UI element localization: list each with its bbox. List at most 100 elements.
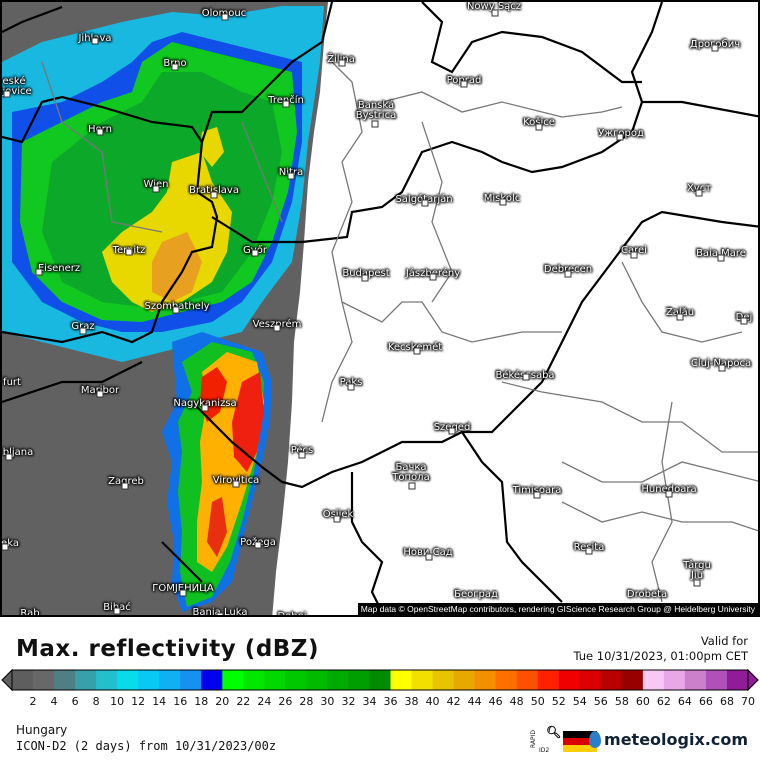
scale-tick-label: 16 — [173, 695, 188, 708]
city-marker — [91, 37, 99, 45]
scale-tick-label: 4 — [50, 695, 58, 708]
scale-segment — [54, 670, 76, 690]
radar-map[interactable]: OlomoucJihlavaeské ějoviceBrnoTrenčínHor… — [0, 0, 760, 617]
scale-tick-label: 62 — [656, 695, 671, 708]
scale-tick-label: 26 — [278, 695, 293, 708]
city-label: Cluj-Napoca — [690, 358, 752, 369]
scale-segment — [432, 670, 455, 690]
scale-tick-label: 28 — [299, 695, 314, 708]
city-label: Doboj — [277, 611, 307, 617]
city-label: Timișoara — [512, 485, 562, 496]
city-marker — [695, 189, 703, 197]
city-label: Zalău — [665, 307, 695, 318]
scale-segment — [243, 670, 265, 690]
drop-logo-icon — [589, 731, 602, 748]
scale-tick-label: 60 — [635, 695, 650, 708]
scale-segment — [537, 670, 560, 690]
scale-tick-label: 42 — [446, 695, 461, 708]
scale-segment — [411, 670, 434, 690]
meteologix-logo[interactable]: meteologix.com — [589, 730, 748, 749]
city-marker — [125, 248, 133, 256]
id2-label: ID2 — [539, 747, 550, 754]
scale-segment — [138, 670, 160, 690]
country-borders — [2, 2, 758, 613]
scale-segment — [180, 670, 202, 690]
scale-segment — [222, 670, 244, 690]
city-marker — [665, 490, 673, 498]
city-marker — [152, 185, 160, 193]
city-marker — [616, 133, 624, 141]
city-label: Rab — [20, 608, 40, 617]
scale-segment — [369, 670, 392, 690]
city-label: eka — [1, 538, 19, 549]
city-label: Wien — [143, 179, 169, 190]
city-label: Debrecen — [543, 264, 593, 275]
valid-time-block: Valid for Tue 10/31/2023, 01:00pm CET — [573, 634, 748, 664]
scale-segment — [348, 670, 370, 690]
scale-tick-label: 46 — [488, 695, 503, 708]
magnifier-icon: 🔍︎ — [546, 725, 562, 739]
scale-tick-label: 54 — [572, 695, 587, 708]
scale-tick-label: 20 — [215, 695, 230, 708]
city-label: Paks — [339, 377, 363, 388]
scale-tick-label: 52 — [551, 695, 566, 708]
scale-segment — [96, 670, 118, 690]
scale-arrow-right — [747, 668, 759, 692]
city-label: Хуст — [686, 183, 712, 194]
city-marker — [273, 324, 281, 332]
scale-segment — [75, 670, 97, 690]
scale-segment — [327, 670, 349, 690]
rapid-id2-logo[interactable]: RAPID ID2 — [530, 730, 560, 756]
city-label: Pécs — [290, 445, 314, 456]
scale-segment — [705, 670, 728, 690]
map-attribution[interactable]: Map data © OpenStreetMap contributors, r… — [357, 603, 758, 615]
city-label: Košice — [523, 117, 555, 128]
scale-segment — [600, 670, 623, 690]
city-marker — [347, 383, 355, 391]
city-marker — [96, 128, 104, 136]
city-marker — [564, 270, 572, 278]
scale-segment — [621, 670, 644, 690]
city-marker — [2, 543, 9, 551]
scale-tick-label: 30 — [320, 695, 335, 708]
scale-segment — [726, 670, 749, 690]
scale-segment — [12, 670, 34, 690]
city-marker — [254, 541, 262, 549]
city-marker — [221, 13, 229, 21]
city-label: Osijek — [322, 509, 354, 520]
city-marker — [717, 254, 725, 262]
scale-segment — [285, 670, 307, 690]
scale-segment — [390, 670, 413, 690]
city-marker — [287, 172, 295, 180]
city-marker — [535, 123, 543, 131]
scale-segment — [117, 670, 139, 690]
city-label: Târgu Jiu — [683, 560, 711, 581]
scale-tick-label: 58 — [614, 695, 629, 708]
city-label: ГОМЈЕНИЦА — [152, 583, 214, 594]
scale-segment — [663, 670, 686, 690]
city-marker — [693, 579, 701, 587]
color-scale-bar — [1, 668, 759, 692]
city-marker — [740, 317, 748, 325]
city-marker — [371, 120, 379, 128]
scale-segment — [579, 670, 602, 690]
city-marker — [333, 515, 341, 523]
city-label: Београд — [454, 589, 498, 600]
city-label: Hunedoara — [641, 484, 697, 495]
scale-arrow-left — [1, 668, 13, 692]
city-label: Banská Bystrica — [355, 100, 397, 121]
city-marker — [298, 451, 306, 459]
scale-tick-label: 14 — [152, 695, 167, 708]
model-run-label: ICON-D2 (2 days) from 10/31/2023/00z — [16, 739, 277, 753]
scale-segment — [306, 670, 328, 690]
city-marker — [425, 553, 433, 561]
city-label: Baia Mare — [696, 248, 746, 259]
scale-segment — [516, 670, 539, 690]
scale-tick-label: 70 — [741, 695, 755, 708]
scale-tick-label: 8 — [92, 695, 100, 708]
scale-tick-label: 12 — [131, 695, 146, 708]
city-marker — [113, 607, 121, 615]
scale-tick-label: 68 — [719, 695, 734, 708]
scale-segment — [264, 670, 286, 690]
brand-name: meteologix.com — [604, 730, 748, 749]
